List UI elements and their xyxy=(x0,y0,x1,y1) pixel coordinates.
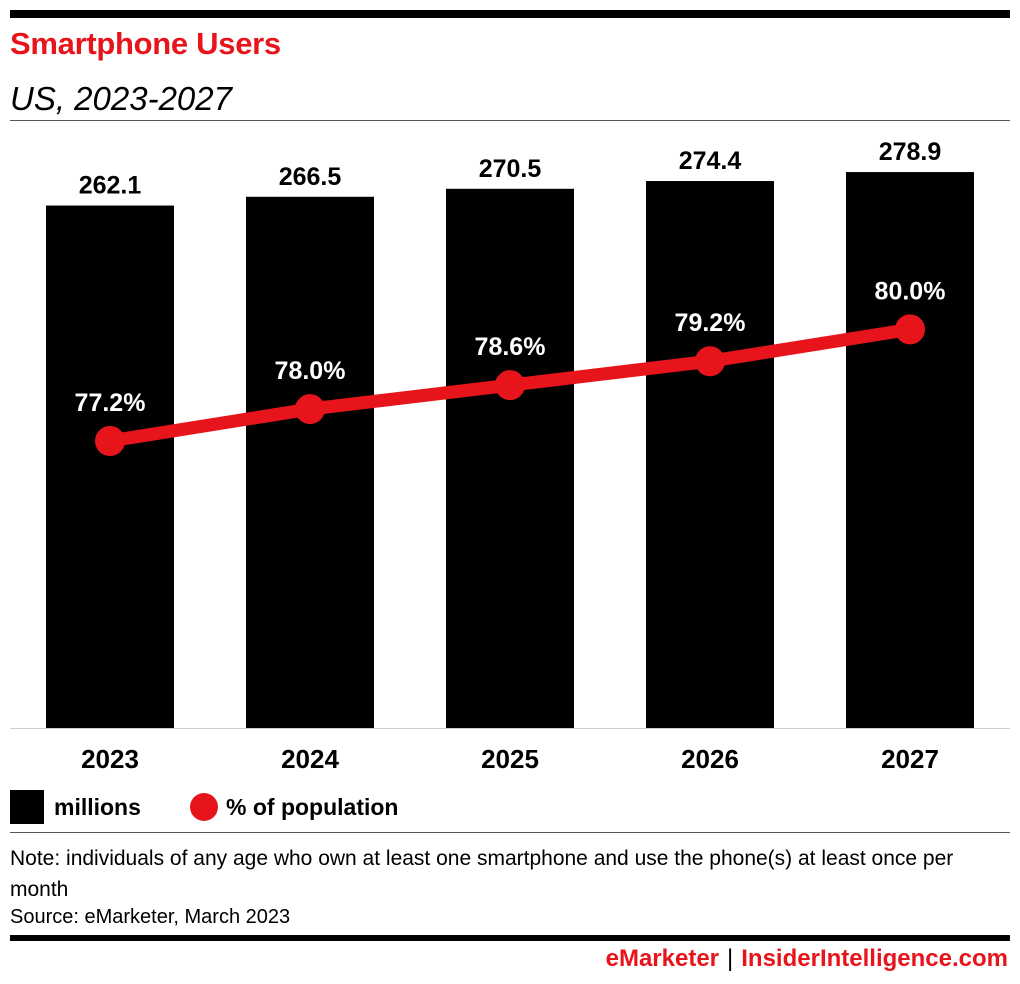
chart-note: Note: individuals of any age who own at … xyxy=(10,847,954,901)
bar-value-label-2027: 278.9 xyxy=(879,138,942,166)
legend-dot-swatch xyxy=(190,793,218,821)
x-tick-label-2026: 2026 xyxy=(681,744,739,774)
bar-2024 xyxy=(246,196,374,728)
chart-source: Source: eMarketer, March 2023 xyxy=(10,906,291,928)
population-point-2025 xyxy=(495,370,525,401)
legend-label-millions: millions xyxy=(54,793,141,820)
line-layer xyxy=(95,314,925,456)
x-tick-label-2025: 2025 xyxy=(481,744,539,774)
bar-2027 xyxy=(846,172,974,728)
bar-2023 xyxy=(46,205,174,728)
population-label-2026: 79.2% xyxy=(675,309,746,337)
bar-value-label-2024: 266.5 xyxy=(279,163,342,191)
combo-chart: 262.1 2023 266.5 2024 270.5 2025 274.4 2026 278.… xyxy=(10,138,1010,774)
chart-subtitle: US, 2023-2027 xyxy=(10,80,232,117)
bar-value-label-2023: 262.1 xyxy=(79,172,142,200)
footer-branding: eMarketer | InsiderIntelligence.com xyxy=(606,945,1008,973)
x-tick-label-2027: 2027 xyxy=(881,744,939,774)
x-tick-label-2023: 2023 xyxy=(81,744,139,774)
bar-2026 xyxy=(646,181,774,729)
legend-item-population: % of population xyxy=(190,790,398,824)
legend-divider xyxy=(10,832,1010,833)
bar-value-label-2026: 274.4 xyxy=(679,147,742,175)
subtitle-divider xyxy=(10,120,1010,121)
population-point-2023 xyxy=(95,425,125,456)
population-label-2025: 78.6% xyxy=(475,333,546,361)
brand-emarketer: eMarketer xyxy=(605,945,720,972)
x-tick-label-2024: 2024 xyxy=(281,744,339,774)
population-label-2023: 77.2% xyxy=(75,389,146,417)
bottom-rule xyxy=(10,935,1010,941)
brand-insiderintelligence: InsiderIntelligence.com xyxy=(741,945,1008,972)
population-label-2027: 80.0% xyxy=(875,277,946,305)
bars-layer xyxy=(10,172,1010,729)
labels-layer: 262.1 2023 266.5 2024 270.5 2025 274.4 2026 278.… xyxy=(75,138,946,774)
population-point-2027 xyxy=(895,314,925,345)
brand-separator: | xyxy=(727,945,734,972)
population-label-2024: 78.0% xyxy=(275,357,346,385)
legend-square-swatch xyxy=(10,790,44,824)
legend-label-population: % of population xyxy=(226,793,399,820)
bar-value-label-2025: 270.5 xyxy=(479,155,542,183)
population-point-2024 xyxy=(295,394,325,425)
chart-title: Smartphone Users xyxy=(10,26,281,61)
top-rule xyxy=(10,10,1010,18)
population-point-2026 xyxy=(695,346,725,377)
legend-item-millions: millions xyxy=(10,790,141,824)
bar-2025 xyxy=(446,188,574,728)
